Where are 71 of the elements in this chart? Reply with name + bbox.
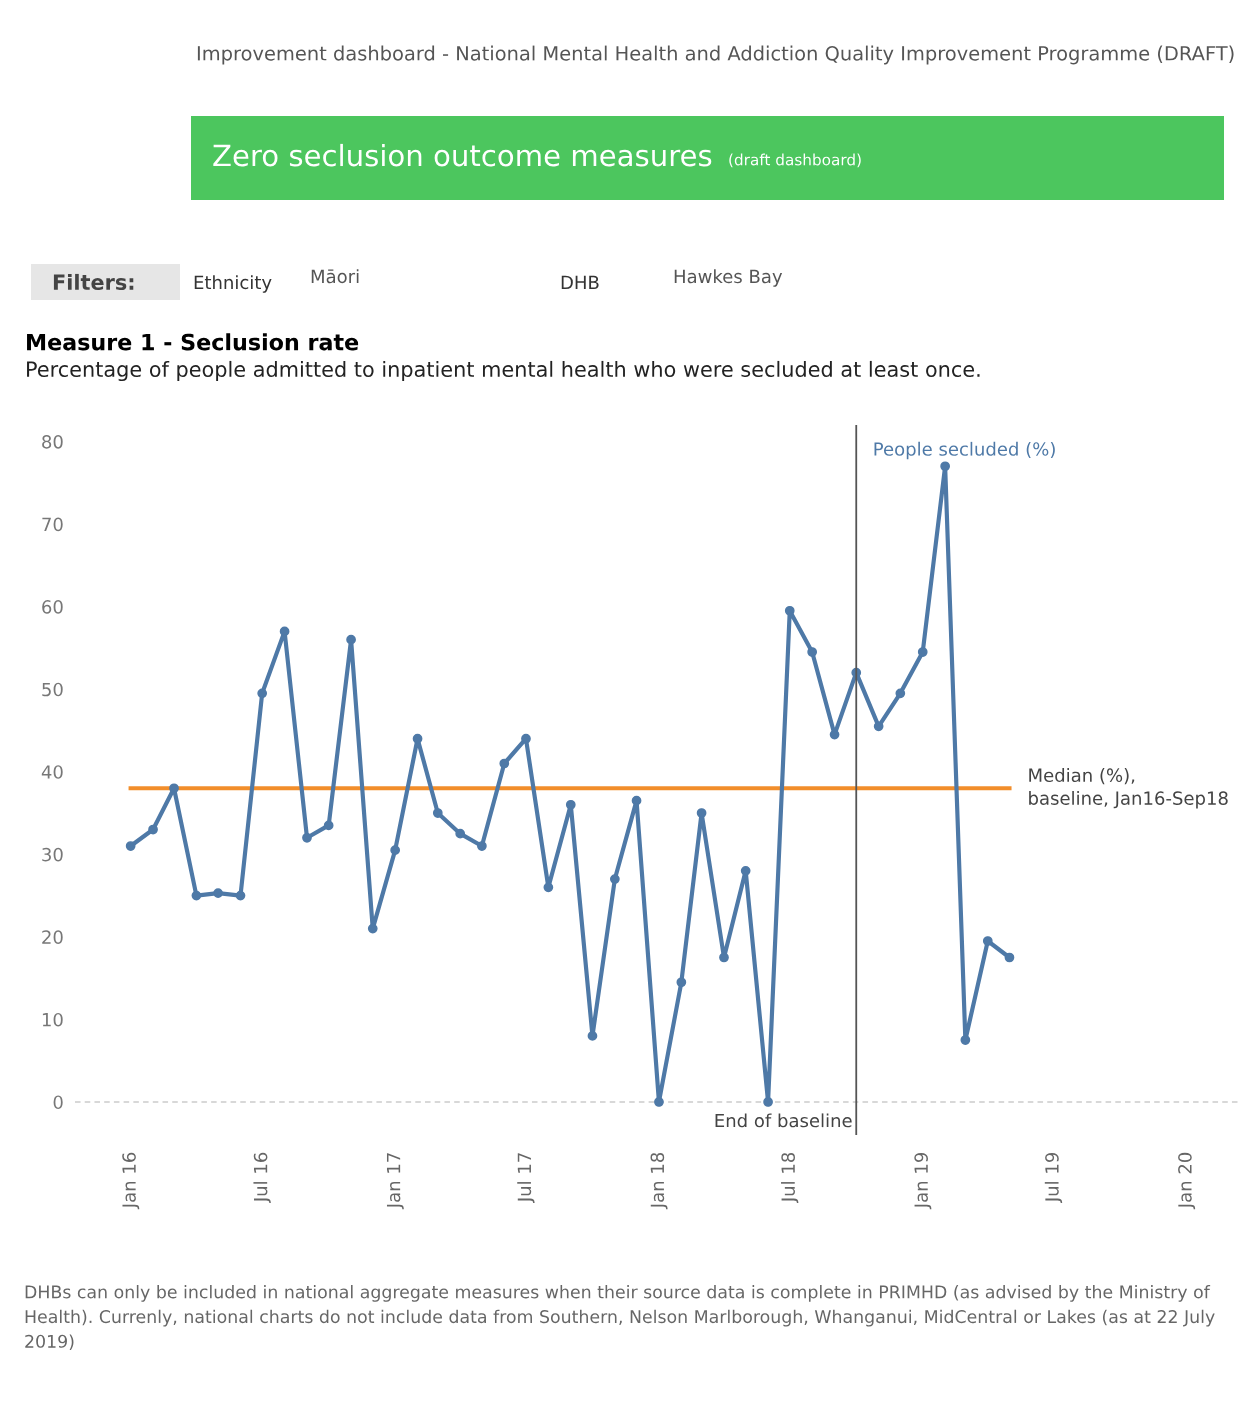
point (719, 952, 729, 963)
x-tick-label: Jul 17 (517, 1153, 535, 1204)
point (960, 1035, 971, 1045)
point (654, 1097, 664, 1107)
x-tick-label: Jan 20 (1178, 1152, 1196, 1210)
y-tick-label: 0 (53, 1095, 63, 1110)
point (1004, 952, 1015, 963)
y-tick-label: 70 (42, 517, 63, 532)
text: (draft dashboard) (729, 153, 861, 168)
y-tick-label: 30 (42, 847, 63, 862)
ref-line-label: Median (%), baseline, Jan16-Sep18 (1029, 768, 1228, 809)
x-tick-label: Jan 18 (650, 1152, 668, 1210)
point (499, 758, 510, 769)
point (323, 820, 334, 831)
point (279, 626, 290, 637)
x-tick-label: Jan 17 (386, 1153, 404, 1210)
chart-title: Measure 1 - Seclusion rate (27, 333, 359, 351)
x-tick-label: Jan 19 (914, 1152, 932, 1210)
point (829, 729, 840, 740)
ref-line-label: End of baseline (715, 1113, 852, 1128)
point (432, 808, 443, 818)
point (895, 688, 906, 699)
point (346, 634, 356, 645)
point (982, 936, 993, 946)
y-tick-label: 80 (42, 434, 63, 449)
point (740, 865, 751, 876)
series-label: People secluded (%) (874, 441, 1055, 460)
text: Filters: (53, 273, 134, 291)
point (455, 828, 466, 839)
y-tick-label: 40 (41, 765, 63, 779)
point (148, 824, 158, 835)
text: DHBs can only be included in national aggregate measures when their source data is complete in PRIMHD (as advised by the Ministry of Health). Currenly, national charts do not include data from Southern, Nelson Marlborough, Whanganui, MidCentral or Lakes (as at 22 July 2019) (25, 1285, 1215, 1350)
point (412, 733, 423, 744)
point (257, 688, 268, 699)
point (565, 799, 576, 810)
point (631, 795, 642, 806)
point (587, 1031, 598, 1041)
point (917, 647, 928, 657)
point (213, 888, 223, 898)
x-tick-label: Jan 16 (122, 1152, 140, 1210)
point (696, 808, 707, 818)
text: Zero seclusion outcome measures (213, 143, 712, 167)
point (521, 733, 531, 744)
point (609, 874, 620, 884)
point (125, 841, 136, 851)
point (807, 647, 818, 657)
point (873, 721, 884, 732)
x-tick-label: Jul 16 (253, 1152, 271, 1204)
text: Improvement dashboard - National Mental Health and Addiction Quality Improvement Programme (DRAFT) (197, 45, 1234, 65)
text: Ethnicity (194, 275, 272, 293)
point (477, 841, 487, 851)
chart-subtitle: Percentage of people admitted to inpatient mental health who were secluded at least once. (27, 360, 980, 382)
text: Hawkes Bay (674, 269, 783, 287)
y-tick-label: 50 (42, 682, 63, 697)
y-tick-label: 60 (42, 600, 63, 614)
point (367, 923, 378, 934)
point (940, 461, 950, 472)
y-tick-label: 10 (42, 1012, 63, 1027)
text: Māori (311, 269, 359, 284)
point (191, 890, 202, 901)
text: DHB (561, 275, 599, 289)
y-tick-label: 20 (42, 930, 63, 944)
point (784, 605, 795, 616)
point (235, 890, 246, 901)
x-tick-label: Jul 19 (1044, 1152, 1063, 1204)
point (302, 832, 312, 843)
x-tick-label: Jul 18 (781, 1152, 799, 1204)
point (763, 1097, 773, 1107)
point (676, 977, 687, 988)
point (543, 882, 554, 893)
point (390, 845, 401, 856)
